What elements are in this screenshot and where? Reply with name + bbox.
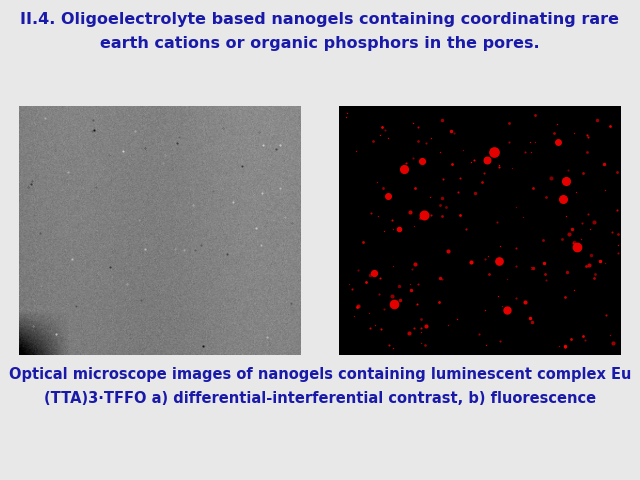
Text: earth cations or organic phosphors in the pores.: earth cations or organic phosphors in th…	[100, 36, 540, 51]
Text: Optical microscope images of nanogels containing luminescent complex Eu: Optical microscope images of nanogels co…	[9, 367, 631, 382]
Text: II.4. Oligoelectrolyte based nanogels containing coordinating rare: II.4. Oligoelectrolyte based nanogels co…	[20, 12, 620, 27]
Text: (TTA)3·TFFO a) differential-interferential contrast, b) fluorescence: (TTA)3·TFFO a) differential-interferenti…	[44, 391, 596, 406]
